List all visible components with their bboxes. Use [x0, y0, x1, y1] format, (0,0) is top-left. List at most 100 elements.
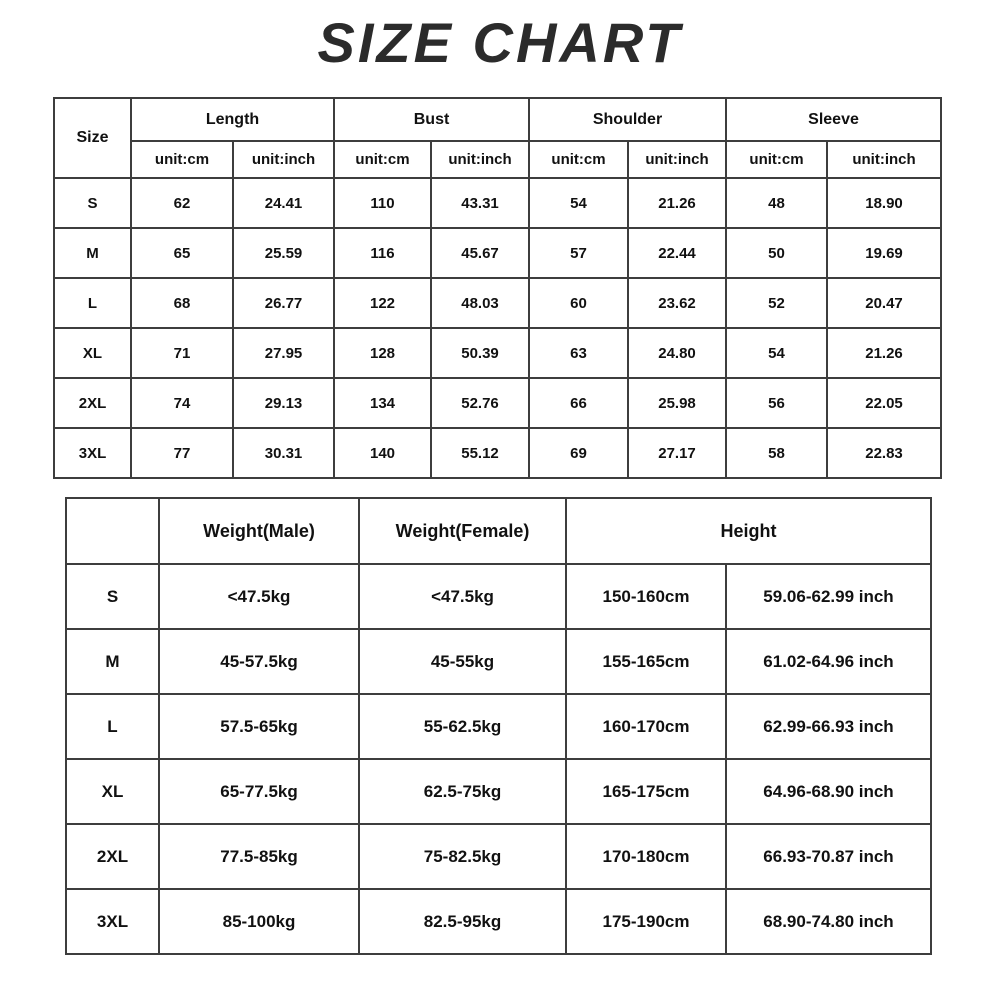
height-inch-cell: 68.90-74.80 inch	[725, 888, 932, 955]
weight-female-cell: 55-62.5kg	[358, 693, 567, 760]
height-inch-cell: 62.99-66.93 inch	[725, 693, 932, 760]
table-row-size-m: M 45-57.5kg 45-55kg 155-165cm 61.02-64.9…	[65, 628, 932, 695]
empty-corner-cell	[65, 497, 160, 565]
size-cell: L	[65, 693, 160, 760]
sleeve-cm-cell: 52	[725, 277, 829, 329]
sleeve-inch-cell: 21.26	[826, 327, 943, 379]
size-cell: 3XL	[53, 427, 132, 479]
length-inch-cell: 27.95	[231, 327, 336, 379]
table-row-size-2xl: 2XL 77.5-85kg 75-82.5kg 170-180cm 66.93-…	[65, 823, 932, 890]
size-cell: S	[65, 563, 160, 630]
shoulder-cm-cell: 63	[528, 327, 630, 379]
sleeve-inch-cell: 22.05	[826, 377, 943, 429]
unit-cm-header: unit:cm	[333, 140, 433, 179]
unit-inch-header: unit:inch	[627, 140, 728, 179]
height-inch-cell: 61.02-64.96 inch	[725, 628, 932, 695]
sleeve-inch-cell: 22.83	[826, 427, 943, 479]
bust-inch-cell: 43.31	[430, 177, 531, 229]
weight-male-cell: 77.5-85kg	[158, 823, 360, 890]
length-group-header: Length	[129, 97, 336, 142]
table-row-size-3xl: 3XL 77 30.31 140 55.12 69 27.17 58 22.83	[53, 427, 943, 479]
length-inch-cell: 25.59	[231, 227, 336, 279]
size-cell: XL	[65, 758, 160, 825]
height-cm-cell: 175-190cm	[565, 888, 727, 955]
shoulder-cm-cell: 54	[528, 177, 630, 229]
bust-inch-cell: 50.39	[430, 327, 531, 379]
weight-female-cell: <47.5kg	[358, 563, 567, 630]
size-cell: 3XL	[65, 888, 160, 955]
height-inch-cell: 66.93-70.87 inch	[725, 823, 932, 890]
measurement-unit-row: unit:cm unit:inch unit:cm unit:inch unit…	[54, 140, 943, 179]
unit-inch-header: unit:inch	[430, 140, 531, 179]
length-cm-cell: 68	[130, 277, 234, 329]
unit-cm-header: unit:cm	[528, 140, 630, 179]
weight-height-header-row: Weight(Male) Weight(Female) Height	[65, 497, 932, 565]
size-cell: M	[53, 227, 132, 279]
bust-inch-cell: 52.76	[430, 377, 531, 429]
table-row-size-2xl: 2XL 74 29.13 134 52.76 66 25.98 56 22.05	[53, 377, 943, 429]
weight-male-header: Weight(Male)	[158, 497, 360, 565]
measurement-header-row: Size Length Bust Shoulder Sleeve	[53, 97, 943, 179]
shoulder-inch-cell: 22.44	[627, 227, 728, 279]
sleeve-cm-cell: 54	[725, 327, 829, 379]
length-cm-cell: 62	[130, 177, 234, 229]
length-inch-cell: 29.13	[231, 377, 336, 429]
height-cm-cell: 165-175cm	[565, 758, 727, 825]
shoulder-cm-cell: 66	[528, 377, 630, 429]
size-cell: L	[53, 277, 132, 329]
size-cell: M	[65, 628, 160, 695]
bust-group-header: Bust	[333, 97, 531, 142]
weight-female-cell: 75-82.5kg	[358, 823, 567, 890]
length-cm-cell: 71	[130, 327, 234, 379]
sleeve-inch-cell: 20.47	[826, 277, 943, 329]
length-cm-cell: 74	[130, 377, 234, 429]
table-row-size-s: S 62 24.41 110 43.31 54 21.26 48 18.90	[53, 177, 943, 229]
size-cell: 2XL	[65, 823, 160, 890]
sleeve-cm-cell: 56	[725, 377, 829, 429]
weight-female-cell: 62.5-75kg	[358, 758, 567, 825]
length-inch-cell: 30.31	[231, 427, 336, 479]
bust-cm-cell: 116	[333, 227, 433, 279]
weight-male-cell: 45-57.5kg	[158, 628, 360, 695]
bust-cm-cell: 122	[333, 277, 433, 329]
table-row-size-l: L 68 26.77 122 48.03 60 23.62 52 20.47	[53, 277, 943, 329]
weight-male-cell: 85-100kg	[158, 888, 360, 955]
table-row-size-l: L 57.5-65kg 55-62.5kg 160-170cm 62.99-66…	[65, 693, 932, 760]
sleeve-group-header: Sleeve	[725, 97, 943, 142]
weight-height-table: Weight(Male) Weight(Female) Height S <47…	[65, 497, 932, 955]
length-cm-cell: 65	[130, 227, 234, 279]
sleeve-cm-cell: 58	[725, 427, 829, 479]
size-header-cell: Size	[53, 97, 132, 179]
height-inch-cell: 59.06-62.99 inch	[725, 563, 932, 630]
length-inch-cell: 24.41	[231, 177, 336, 229]
height-cm-cell: 160-170cm	[565, 693, 727, 760]
height-inch-cell: 64.96-68.90 inch	[725, 758, 932, 825]
size-cell: XL	[53, 327, 132, 379]
size-cell: 2XL	[53, 377, 132, 429]
length-inch-cell: 26.77	[231, 277, 336, 329]
size-cell: S	[53, 177, 132, 229]
shoulder-inch-cell: 27.17	[627, 427, 728, 479]
sleeve-cm-cell: 50	[725, 227, 829, 279]
unit-inch-header: unit:inch	[231, 140, 336, 179]
weight-female-cell: 82.5-95kg	[358, 888, 567, 955]
weight-female-header: Weight(Female)	[358, 497, 567, 565]
weight-male-cell: 57.5-65kg	[158, 693, 360, 760]
shoulder-cm-cell: 60	[528, 277, 630, 329]
unit-inch-header: unit:inch	[826, 140, 943, 179]
weight-male-cell: <47.5kg	[158, 563, 360, 630]
bust-cm-cell: 140	[333, 427, 433, 479]
unit-cm-header: unit:cm	[725, 140, 829, 179]
bust-inch-cell: 45.67	[430, 227, 531, 279]
bust-cm-cell: 110	[333, 177, 433, 229]
shoulder-inch-cell: 25.98	[627, 377, 728, 429]
height-header: Height	[565, 497, 932, 565]
sleeve-inch-cell: 18.90	[826, 177, 943, 229]
table-row-size-3xl: 3XL 85-100kg 82.5-95kg 175-190cm 68.90-7…	[65, 888, 932, 955]
height-cm-cell: 155-165cm	[565, 628, 727, 695]
table-row-size-xl: XL 71 27.95 128 50.39 63 24.80 54 21.26	[53, 327, 943, 379]
bust-inch-cell: 48.03	[430, 277, 531, 329]
shoulder-inch-cell: 23.62	[627, 277, 728, 329]
weight-female-cell: 45-55kg	[358, 628, 567, 695]
measurement-table: Size Length Bust Shoulder Sleeve unit:cm…	[53, 97, 943, 479]
